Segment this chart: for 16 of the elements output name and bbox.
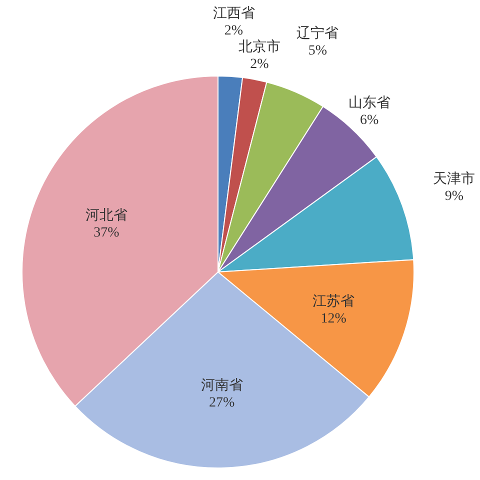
slice-label: 江西省 [212, 5, 255, 22]
data-label: 6% [360, 112, 379, 128]
data-label: 37% [94, 226, 120, 241]
data-label: 9% [444, 188, 464, 204]
slice-label: 山东省 [348, 94, 390, 111]
data-label: 5% [308, 44, 328, 59]
data-label: 2% [250, 56, 270, 72]
data-label: 2% [224, 23, 244, 38]
slice-label: 北京市 [238, 38, 280, 55]
slice-label: 河南省 [200, 377, 243, 394]
slice-label: 辽宁省 [296, 26, 339, 42]
slice-label: 河北省 [85, 208, 128, 224]
data-label: 12% [320, 312, 347, 327]
slice-label: 天津市 [433, 170, 476, 187]
slice-label: 江苏省 [312, 294, 355, 310]
data-label: 27% [208, 395, 235, 410]
